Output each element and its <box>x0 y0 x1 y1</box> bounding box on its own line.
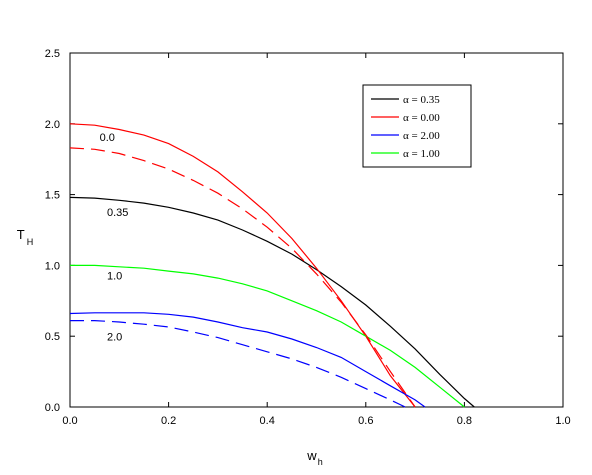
y-tick-label: 2.0 <box>45 119 60 131</box>
plot-axes: 0.0 0.2 0.4 0.6 0.8 1.0 0.0 0.5 1.0 1.5 2.0 2.5 <box>45 48 571 427</box>
x-tick-label: 0.0 <box>62 415 77 427</box>
x-tick-label: 0.6 <box>358 415 373 427</box>
series-line-2 <box>69 312 426 408</box>
legend-label-1: α = 0.00 <box>403 112 440 124</box>
legend-label-2: α = 2.00 <box>403 130 440 142</box>
series-line-5 <box>70 320 406 408</box>
curve-labels: 0.0 0.35 1.0 2.0 <box>100 132 129 344</box>
x-tick-label: 0.8 <box>457 415 472 427</box>
series-line-4 <box>69 147 416 408</box>
y-tick-label: 1.0 <box>45 260 60 272</box>
curve-label-3: 2.0 <box>107 331 122 343</box>
series-layer <box>69 123 475 408</box>
series-line-3 <box>70 264 465 408</box>
x-tick-label: 0.4 <box>260 415 275 427</box>
curve-label-0: 0.0 <box>100 132 115 144</box>
curve-label-1: 0.35 <box>107 207 128 219</box>
x-tick-label: 0.2 <box>161 415 176 427</box>
y-tick-label: 0.0 <box>45 402 60 414</box>
legend: α = 0.35 α = 0.00 α = 2.00 α = 1.00 <box>362 84 472 168</box>
y-tick-label: 2.5 <box>45 48 60 60</box>
curve-label-2: 1.0 <box>107 271 122 283</box>
x-axis-title: wh <box>306 448 322 467</box>
plot-frame <box>69 52 564 408</box>
y-tick-label: 0.5 <box>45 331 60 343</box>
series-line-0 <box>69 196 475 408</box>
legend-label-0: α = 0.35 <box>403 94 440 106</box>
legend-label-3: α = 1.00 <box>403 148 440 160</box>
y-tick-label: 1.5 <box>45 190 60 202</box>
x-tick-label: 1.0 <box>555 415 570 427</box>
